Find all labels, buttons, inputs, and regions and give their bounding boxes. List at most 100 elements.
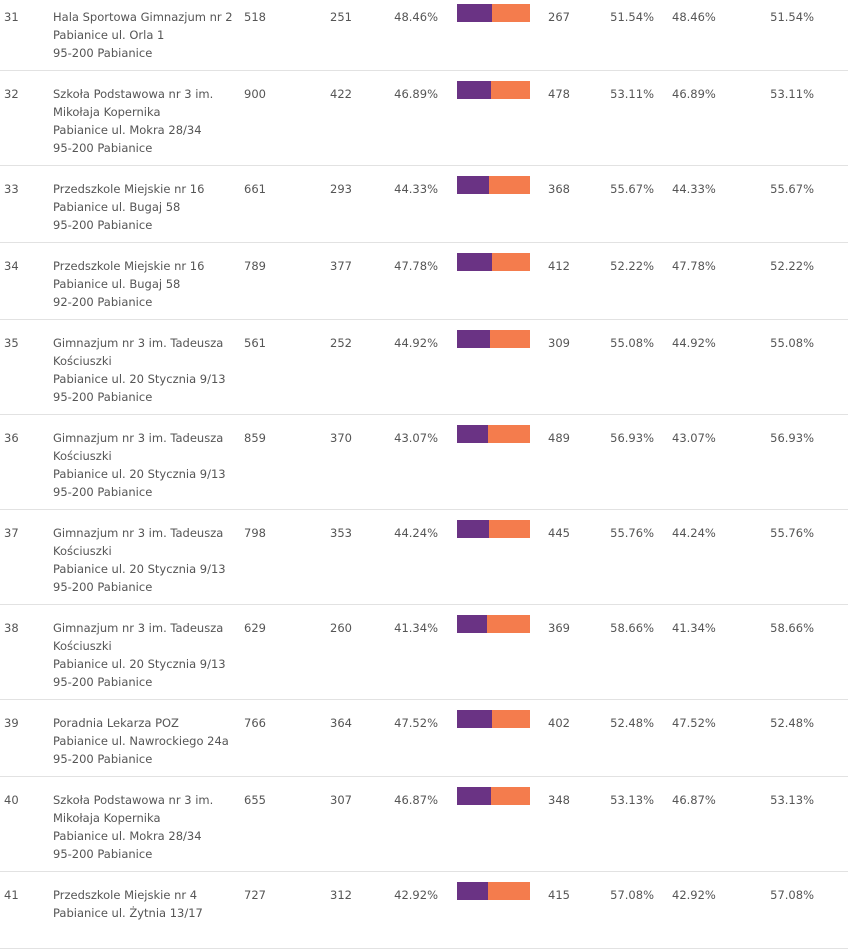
votes-b: 412 <box>548 259 570 273</box>
percent-a: 46.87% <box>394 793 438 807</box>
bar-segment-b <box>491 710 530 728</box>
total-votes: 766 <box>244 716 266 730</box>
percent-b: 53.11% <box>610 87 654 101</box>
location-line: 95-200 Pabianice <box>53 580 153 594</box>
percent-a-secondary: 47.78% <box>672 259 716 273</box>
percent-a-secondary: 47.52% <box>672 716 716 730</box>
bar-segment-a <box>457 882 489 900</box>
row-number: 36 <box>4 431 19 445</box>
percent-a-secondary: 44.24% <box>672 526 716 540</box>
total-votes: 655 <box>244 793 266 807</box>
percent-a: 44.33% <box>394 182 438 196</box>
total-votes: 727 <box>244 888 266 902</box>
location-name: Przedszkole Miejskie nr 4 Pabianice ul. Ż… <box>53 886 203 922</box>
row-number: 38 <box>4 621 19 635</box>
votes-a: 422 <box>330 87 352 101</box>
votes-a: 353 <box>330 526 352 540</box>
bar-segment-b <box>488 882 530 900</box>
votes-b: 369 <box>548 621 570 635</box>
location-line: Pabianice ul. Mokra 28/34 <box>53 123 202 137</box>
percent-a: 48.46% <box>394 10 438 24</box>
location-line: 95-200 Pabianice <box>53 752 153 766</box>
table-row: 33 Przedszkole Miejskie nr 16 Pabianice u… <box>0 166 848 243</box>
votes-a: 307 <box>330 793 352 807</box>
votes-a: 377 <box>330 259 352 273</box>
percent-a: 44.92% <box>394 336 438 350</box>
location-line: Gimnazjum nr 3 im. Tadeusza <box>53 336 224 350</box>
percent-a-secondary: 46.87% <box>672 793 716 807</box>
split-bar <box>457 710 530 728</box>
table-row: 41 Przedszkole Miejskie nr 4 Pabianice ul… <box>0 872 848 949</box>
row-number: 41 <box>4 888 19 902</box>
location-line: Przedszkole Miejskie nr 4 <box>53 888 198 902</box>
percent-b-secondary: 52.48% <box>770 716 814 730</box>
percent-a-secondary: 42.92% <box>672 888 716 902</box>
total-votes: 661 <box>244 182 266 196</box>
row-number: 34 <box>4 259 19 273</box>
location-line: Kościuszki <box>53 449 112 463</box>
location-name: Gimnazjum nr 3 im. Tadeusza Kościuszki Pab… <box>53 429 226 501</box>
split-bar <box>457 253 530 271</box>
location-name: Gimnazjum nr 3 im. Tadeusza Kościuszki Pab… <box>53 524 226 596</box>
bar-segment-a <box>457 615 488 633</box>
percent-b: 58.66% <box>610 621 654 635</box>
split-bar <box>457 4 530 22</box>
location-line: Pabianice ul. Mokra 28/34 <box>53 829 202 843</box>
votes-b: 309 <box>548 336 570 350</box>
votes-b: 445 <box>548 526 570 540</box>
percent-b: 57.08% <box>610 888 654 902</box>
bar-segment-a <box>457 787 492 805</box>
table-row: 32 Szkoła Podstawowa nr 3 im. Mikołaja Ko… <box>0 71 848 166</box>
votes-a: 251 <box>330 10 352 24</box>
row-number: 32 <box>4 87 19 101</box>
percent-b-secondary: 55.67% <box>770 182 814 196</box>
percent-a: 47.52% <box>394 716 438 730</box>
location-line: Kościuszki <box>53 639 112 653</box>
percent-a-secondary: 46.89% <box>672 87 716 101</box>
location-name: Poradnia Lekarza POZ Pabianice ul. Nawroc… <box>53 714 229 768</box>
location-line: Pabianice ul. Orla 1 <box>53 28 165 42</box>
split-bar <box>457 882 530 900</box>
total-votes: 798 <box>244 526 266 540</box>
split-bar <box>457 787 530 805</box>
bar-segment-b <box>491 81 530 99</box>
location-name: Gimnazjum nr 3 im. Tadeusza Kościuszki Pab… <box>53 619 226 691</box>
bar-segment-a <box>457 253 492 271</box>
percent-b-secondary: 55.08% <box>770 336 814 350</box>
total-votes: 518 <box>244 10 266 24</box>
location-line: Mikołaja Kopernika <box>53 811 161 825</box>
percent-a: 43.07% <box>394 431 438 445</box>
votes-a: 293 <box>330 182 352 196</box>
location-line: Pabianice ul. 20 Stycznia 9/13 <box>53 467 226 481</box>
percent-b-secondary: 58.66% <box>770 621 814 635</box>
table-row: 40 Szkoła Podstawowa nr 3 im. Mikołaja Ko… <box>0 777 848 872</box>
row-number: 37 <box>4 526 19 540</box>
split-bar <box>457 425 530 443</box>
total-votes: 859 <box>244 431 266 445</box>
location-line: Pabianice ul. Bugaj 58 <box>53 200 181 214</box>
bar-segment-b <box>489 176 530 194</box>
percent-a: 42.92% <box>394 888 438 902</box>
table-row: 36 Gimnazjum nr 3 im. Tadeusza Kościuszki… <box>0 415 848 510</box>
percent-b: 55.08% <box>610 336 654 350</box>
percent-b: 55.76% <box>610 526 654 540</box>
bar-segment-b <box>491 787 530 805</box>
votes-b: 348 <box>548 793 570 807</box>
row-number: 31 <box>4 10 19 24</box>
location-line: 95-200 Pabianice <box>53 847 153 861</box>
table-row: 39 Poradnia Lekarza POZ Pabianice ul. Naw… <box>0 700 848 777</box>
percent-b-secondary: 53.11% <box>770 87 814 101</box>
votes-a: 364 <box>330 716 352 730</box>
bar-segment-a <box>457 4 493 22</box>
bar-segment-a <box>457 176 490 194</box>
bar-segment-b <box>489 330 530 348</box>
location-name: Hala Sportowa Gimnazjum nr 2 Pabianice ul… <box>53 8 233 62</box>
location-line: Pabianice ul. Żytnia 13/17 <box>53 906 203 920</box>
location-line: 95-200 Pabianice <box>53 141 153 155</box>
percent-b: 52.48% <box>610 716 654 730</box>
table-row: 35 Gimnazjum nr 3 im. Tadeusza Kościuszki… <box>0 320 848 415</box>
bar-segment-b <box>488 425 530 443</box>
location-line: 92-200 Pabianice <box>53 295 153 309</box>
row-number: 35 <box>4 336 19 350</box>
location-line: Przedszkole Miejskie nr 16 <box>53 182 205 196</box>
